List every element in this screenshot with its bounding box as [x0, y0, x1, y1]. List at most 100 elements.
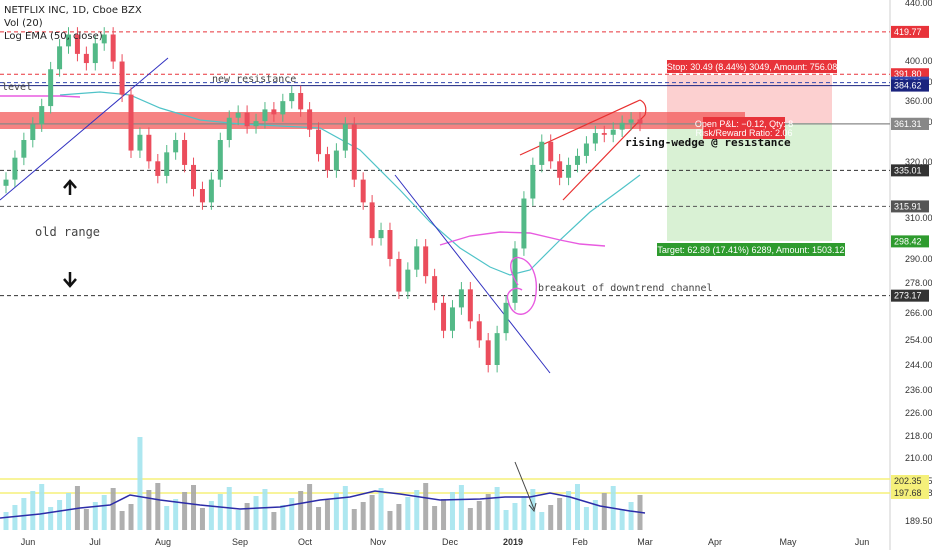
candle-body: [137, 134, 143, 151]
volume-bar: [155, 483, 161, 530]
volume-bar: [83, 509, 89, 530]
candle-body: [280, 101, 286, 115]
volume-bar: [378, 488, 384, 530]
time-tick-label: Dec: [442, 537, 459, 547]
candle-body: [592, 133, 598, 144]
candle-body: [289, 93, 295, 102]
price-tag: 298.42: [891, 235, 929, 248]
volume-bar: [414, 490, 420, 530]
volume-bar: [449, 492, 455, 530]
volume-bar: [333, 493, 339, 530]
stop-label[interactable]: Stop: 30.49 (8.44%) 3049, Amount: 756.08: [667, 60, 838, 73]
candle-body: [476, 321, 482, 341]
price-tick-label: 440.00: [905, 0, 932, 8]
annotation-old-range: old range: [35, 225, 100, 239]
volume-bar: [253, 496, 259, 530]
candle-body: [619, 122, 625, 130]
candle-body: [610, 129, 616, 135]
time-tick-label: Nov: [370, 537, 387, 547]
time-tick-label: 2019: [503, 537, 523, 547]
candle-body: [458, 289, 464, 308]
volume-bar: [387, 511, 393, 530]
target-label[interactable]: Target: 62.89 (17.41%) 6289, Amount: 150…: [657, 243, 845, 256]
up-arrow-icon: [63, 179, 77, 195]
volume-bar: [3, 512, 9, 530]
candle-body: [494, 333, 500, 365]
volume-bar: [21, 498, 27, 530]
candle-body: [253, 121, 259, 127]
annotation-rising-wedge: rising-wedge @ resistance: [625, 136, 791, 149]
price-tick-label: 400.00: [905, 56, 932, 66]
time-axis[interactable]: Jun Jul Aug Sep Oct Nov Dec 2019 Feb Mar Apr May Jun: [21, 537, 870, 547]
volume-bar: [128, 504, 134, 530]
candle-body: [83, 53, 89, 64]
price-tick-label: 266.00: [905, 308, 932, 318]
candle-body: [316, 129, 322, 155]
volume-bar: [619, 509, 625, 530]
target-zone: [667, 123, 832, 241]
time-tick-label: May: [779, 537, 797, 547]
volume-bar: [539, 512, 545, 530]
candle-body: [548, 141, 554, 162]
price-tick-label: 310.00: [905, 213, 932, 223]
time-tick-label: Feb: [572, 537, 588, 547]
candle-body: [441, 302, 447, 331]
price-tick-label: 320.00: [905, 157, 932, 167]
price-tick-label: 218.00: [905, 431, 932, 441]
candle-body: [503, 302, 509, 334]
time-tick-label: Jun: [21, 537, 36, 547]
svg-text:315.91: 315.91: [894, 201, 922, 211]
volume-bar: [396, 504, 402, 530]
volume-bar: [316, 507, 322, 530]
time-tick-label: Mar: [637, 537, 653, 547]
time-tick-label: Aug: [155, 537, 171, 547]
candle-body: [155, 161, 161, 176]
candle-body: [39, 106, 45, 125]
candle-body: [298, 93, 304, 110]
svg-text:Stop: 30.49 (8.44%) 3049, Amou: Stop: 30.49 (8.44%) 3049, Amount: 756.08: [667, 62, 838, 72]
candle-body: [226, 117, 232, 141]
svg-text:Risk/Reward Ratio: 2.06: Risk/Reward Ratio: 2.06: [695, 128, 792, 138]
volume-bar: [307, 484, 313, 530]
price-tags: 419.77391.80386.46384.62361.43361.31335.…: [891, 25, 929, 499]
volume-bar: [92, 502, 98, 530]
candle-body: [449, 307, 455, 331]
candle-body: [512, 248, 518, 303]
volume-bar: [432, 506, 438, 530]
price-tag: 273.17: [891, 289, 929, 302]
candle-body: [467, 289, 473, 322]
price-tag: 384.62: [891, 79, 929, 92]
volume-level-tag: 197.68: [891, 487, 929, 499]
volume-bar: [173, 499, 179, 530]
volume-bar: [405, 497, 411, 530]
volume-bar: [494, 487, 500, 530]
annotation-new-resistance: new resistance: [212, 74, 296, 85]
candle-body: [30, 124, 36, 141]
candle-body: [557, 161, 563, 178]
candle-body: [637, 119, 643, 124]
candle-body: [574, 155, 580, 165]
candle-body: [208, 179, 214, 203]
ema-legend: Log EMA (50, close): [4, 31, 103, 42]
wedge-tip: [639, 99, 647, 116]
candle-body: [244, 112, 250, 127]
volume-legend: Vol (20): [4, 18, 43, 29]
candle-body: [21, 140, 27, 158]
candle-body: [378, 230, 384, 239]
candle-body: [530, 164, 536, 199]
candle-body: [566, 164, 572, 178]
pnl-label[interactable]: Open P&L: −0.12, Qty: 8 Risk/Reward Rati…: [695, 117, 793, 139]
svg-text:202.35: 202.35: [894, 476, 922, 486]
volume-bar: [280, 505, 286, 530]
volume-bars: [3, 437, 643, 530]
downtrend-channel-line: [394, 174, 551, 374]
price-tick-label: 236.00: [905, 385, 932, 395]
candle-body: [307, 109, 313, 130]
svg-text:197.68: 197.68: [894, 488, 922, 498]
volume-bar: [262, 489, 268, 530]
price-tick-label: 189.50: [905, 516, 932, 526]
volume-bar: [298, 491, 304, 530]
svg-text:Open P&L: −0.12, Qty: 8: Open P&L: −0.12, Qty: 8: [695, 119, 793, 129]
volume-bar: [485, 494, 491, 530]
